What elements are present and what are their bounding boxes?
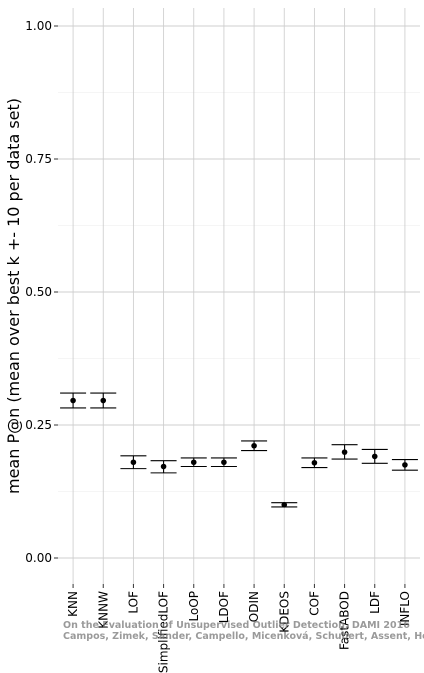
x-tick-label: SimplifiedLOF [157, 591, 171, 673]
x-tick-label: LoOP [187, 591, 201, 622]
x-tick-label: ODIN [247, 591, 261, 622]
data-point [371, 453, 378, 460]
x-tick-label: KNNW [96, 591, 110, 629]
data-point [311, 459, 318, 466]
data-point [160, 463, 167, 470]
error-bars [60, 392, 418, 508]
x-axis-ticks: KNN KNNW LOF SimplifiedLOF LoOP LDOF ODIN KDEOS… [66, 584, 412, 673]
grid-major [58, 8, 420, 584]
x-tick-label: LDF [368, 591, 382, 614]
y-axis-ticks: 0.00 0.25 0.50 0.75 1.00 [25, 19, 58, 565]
y-tick-label: 0.50 [25, 285, 52, 299]
data-point [70, 397, 76, 404]
grid-minor [58, 92, 420, 492]
data-point [130, 459, 137, 466]
x-tick-label: FastABOD [338, 591, 352, 650]
data-point [341, 449, 348, 455]
y-tick-label: 0.00 [25, 551, 52, 565]
y-axis-label: mean P@n (mean over best k +- 10 per dat… [4, 98, 23, 494]
x-tick-label: KDEOS [277, 591, 291, 633]
y-tick-label: 0.25 [25, 418, 52, 432]
data-point [402, 462, 408, 468]
data-point [281, 502, 288, 508]
x-tick-label: KNN [66, 591, 80, 617]
x-tick-label: LOF [126, 591, 140, 614]
data-point [251, 442, 257, 449]
x-tick-label: COF [307, 591, 321, 616]
data-point [190, 459, 197, 466]
data-point [221, 459, 227, 466]
x-tick-label: LDOF [217, 591, 231, 623]
x-tick-label: INFLO [398, 591, 412, 626]
y-tick-label: 1.00 [25, 19, 52, 33]
y-tick-label: 0.75 [25, 152, 52, 166]
data-point [100, 397, 107, 404]
